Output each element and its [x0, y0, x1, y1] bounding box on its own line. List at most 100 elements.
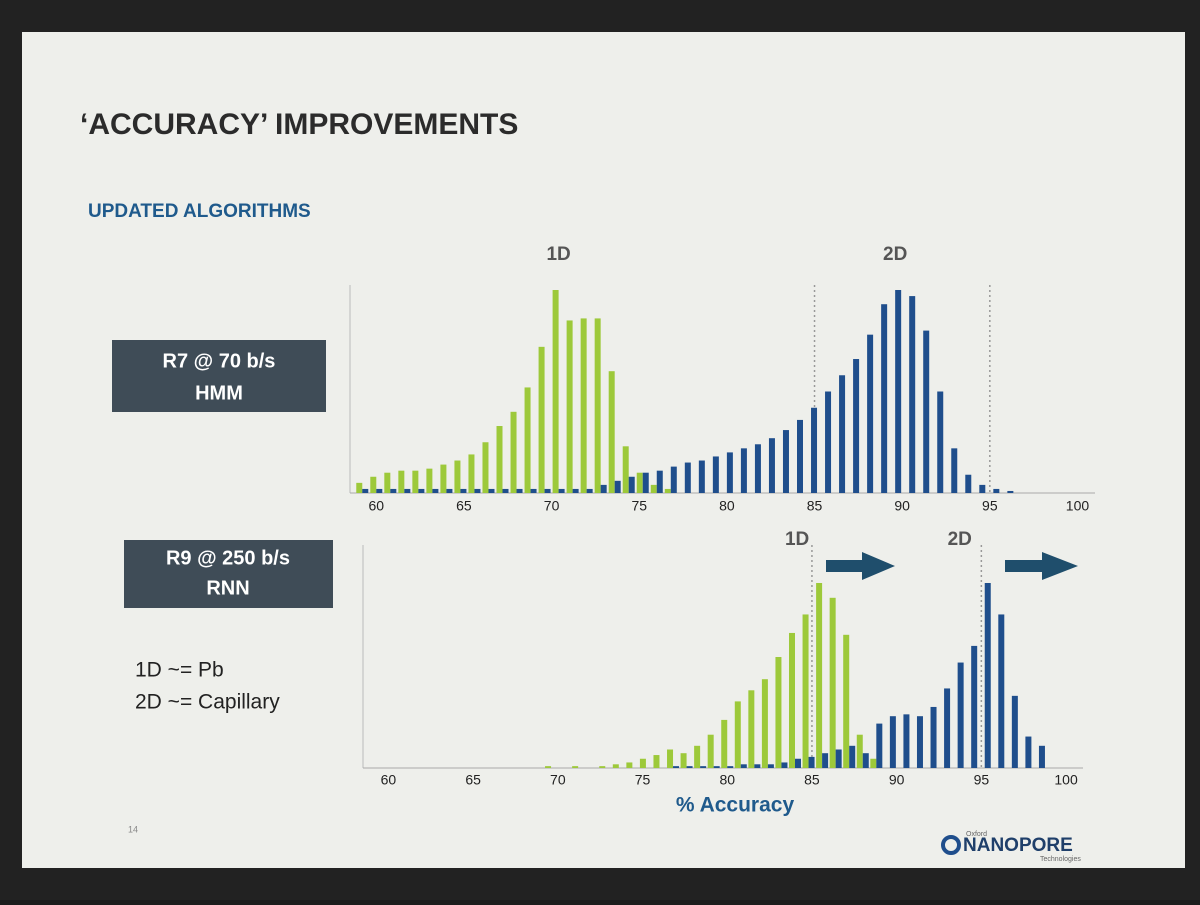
bar	[454, 460, 461, 493]
bar	[734, 701, 741, 768]
bar	[636, 472, 643, 493]
bar	[867, 334, 874, 493]
bar	[432, 488, 439, 493]
bar	[524, 387, 531, 493]
bar	[808, 756, 815, 768]
bar	[608, 371, 615, 493]
bar	[881, 304, 888, 493]
label-box	[124, 540, 333, 608]
slide	[22, 32, 1185, 868]
logo-name: NANOPORE	[963, 835, 1073, 856]
bar	[502, 488, 509, 493]
bar	[670, 466, 677, 493]
x-tick-label: 80	[719, 772, 735, 788]
bar	[622, 446, 629, 493]
bar	[1038, 745, 1045, 768]
bar	[404, 488, 411, 493]
arrow	[826, 552, 895, 580]
arrow	[1005, 552, 1078, 580]
bar	[944, 688, 951, 768]
bar	[843, 634, 850, 768]
bar	[418, 488, 425, 493]
bar	[909, 296, 916, 493]
box-text: RNN	[206, 577, 249, 599]
slide-subtitle: UPDATED ALGORITHMS	[88, 201, 311, 222]
bar	[726, 452, 733, 493]
x-tick-label: 85	[807, 498, 823, 514]
bar	[440, 464, 447, 493]
x-tick-label: 95	[982, 498, 998, 514]
bar	[797, 419, 803, 493]
bar	[566, 320, 573, 493]
bar	[572, 488, 579, 493]
bar	[680, 753, 687, 768]
bar	[639, 758, 646, 768]
bar	[474, 488, 481, 493]
bar	[816, 583, 823, 768]
x-tick-label: 60	[369, 498, 385, 514]
bar	[496, 426, 503, 493]
bar	[694, 745, 701, 768]
bar	[740, 764, 747, 768]
series-label: 2D	[948, 529, 972, 550]
x-tick-label: 65	[465, 772, 481, 788]
bar	[829, 597, 836, 768]
bar	[653, 755, 660, 768]
bar	[853, 359, 860, 493]
bar	[482, 442, 489, 493]
x-tick-label: 80	[719, 498, 735, 514]
logo-tag: Technologies	[1040, 856, 1081, 863]
x-tick-label: 75	[635, 772, 651, 788]
bar	[684, 462, 691, 493]
bar	[673, 766, 680, 768]
box-text: HMM	[195, 382, 243, 404]
bar	[594, 318, 601, 493]
bar	[768, 438, 775, 493]
bar	[903, 714, 910, 768]
bar	[775, 657, 782, 768]
bar	[748, 690, 755, 768]
bar	[1007, 490, 1014, 493]
bar	[446, 488, 453, 493]
x-tick-label: 60	[381, 772, 397, 788]
bar	[460, 488, 467, 493]
bar	[856, 734, 863, 768]
note: 2D ~= Capillary	[135, 691, 280, 714]
note: 1D ~= Pb	[135, 659, 224, 682]
bar	[650, 484, 657, 493]
bar	[656, 470, 663, 493]
series-label: 1D	[546, 244, 570, 265]
bar	[713, 766, 720, 768]
bar	[488, 488, 495, 493]
bar	[767, 764, 774, 768]
bar	[802, 614, 809, 768]
box-text: R7 @ 70 b/s	[163, 350, 276, 372]
x-tick-label: 100	[1066, 498, 1090, 514]
bar	[957, 662, 964, 768]
bar	[754, 444, 761, 493]
bar	[398, 470, 405, 493]
series-label: 1D	[785, 529, 809, 550]
bar	[923, 330, 930, 493]
bar	[426, 468, 433, 493]
label-box	[112, 340, 326, 412]
bar	[839, 375, 846, 493]
bar	[667, 749, 674, 768]
box-text: R9 @ 250 b/s	[166, 547, 290, 569]
bar	[740, 448, 747, 493]
bar	[870, 758, 877, 768]
bar	[544, 488, 551, 493]
bar	[356, 482, 363, 493]
x-tick-label: 85	[804, 772, 820, 788]
bar	[712, 456, 719, 493]
logo-small: Oxford	[966, 831, 987, 838]
bar	[761, 679, 768, 768]
x-tick-label: 90	[889, 772, 905, 788]
page-number: 14	[128, 824, 138, 834]
bar	[930, 706, 937, 768]
bar	[516, 488, 523, 493]
bar	[707, 734, 714, 768]
bar	[1011, 695, 1018, 768]
